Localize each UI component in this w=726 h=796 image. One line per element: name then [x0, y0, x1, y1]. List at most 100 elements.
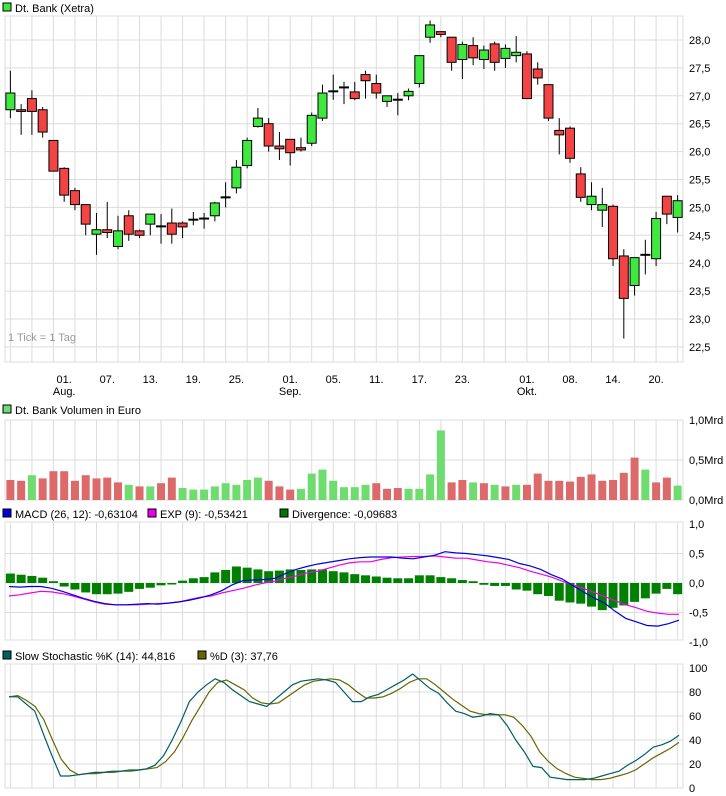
volume-bar — [296, 488, 305, 500]
date-label: 20. — [648, 374, 663, 386]
date-label: 01. — [519, 374, 534, 386]
divergence-bar — [59, 583, 69, 587]
divergence-bar — [522, 583, 532, 591]
divergence-bar — [414, 575, 424, 583]
candle — [26, 90, 37, 135]
date-label: 14. — [605, 374, 620, 386]
candle — [209, 201, 220, 222]
divergence-bar — [393, 578, 403, 583]
volume-bar — [178, 488, 187, 500]
divergence-bar — [27, 575, 37, 583]
volume-bar — [286, 489, 295, 500]
divergence-bar — [16, 574, 26, 583]
divergence-bar — [135, 583, 145, 589]
volume-bar — [673, 485, 682, 500]
date-label: 05. — [326, 374, 341, 386]
volume-bar — [522, 484, 531, 500]
volume-bar — [609, 480, 618, 500]
volume-legend-swatch — [2, 404, 12, 414]
divergence-bar — [500, 583, 510, 586]
candle — [478, 45, 489, 70]
divergence-bar — [361, 575, 371, 583]
candle — [382, 95, 393, 107]
macd-legend: MACD (26, 12): -0,63104 EXP (9): -0,53421… — [2, 508, 397, 521]
y-tick-label: 0 — [689, 783, 695, 795]
volume-bar — [264, 480, 273, 500]
candle — [597, 187, 608, 227]
divergence-bar — [565, 583, 575, 603]
candle — [317, 84, 328, 121]
candle — [59, 167, 70, 202]
candle — [425, 20, 436, 43]
macd-line — [8, 551, 680, 627]
candle — [113, 215, 123, 250]
legend-swatch — [2, 650, 12, 660]
divergence-bar — [608, 583, 618, 608]
divergence-bar — [253, 569, 263, 583]
legend-label: MACD (26, 12): -0,63104 — [15, 509, 138, 521]
volume-bar — [27, 475, 36, 500]
date-label: 07. — [100, 374, 115, 386]
legend-label: EXP (9): -0,53421 — [160, 509, 248, 521]
volume-bar — [512, 484, 521, 500]
date-label: 23. — [455, 374, 470, 386]
volume-bar — [436, 430, 445, 500]
date-label: 17. — [412, 374, 427, 386]
candle — [188, 211, 199, 226]
y-tick-label: 24,5 — [689, 230, 710, 242]
divergence-bar — [264, 571, 274, 583]
divergence-bar — [145, 583, 155, 588]
volume-bar — [350, 487, 359, 500]
candle — [414, 55, 425, 88]
volume-bar — [641, 469, 650, 500]
y-tick-label: -1,0 — [689, 637, 708, 649]
stochastic-lines — [8, 673, 680, 781]
stoch-k-line — [9, 673, 680, 781]
macd-panel: MACD (26, 12): -0,63104 EXP (9): -0,53421… — [2, 508, 708, 649]
y-tick-label: 23,0 — [689, 314, 710, 326]
divergence-bar — [597, 583, 607, 611]
candle — [672, 195, 683, 233]
volume-bar — [619, 472, 628, 500]
candle — [285, 138, 296, 166]
y-tick-label: 24,0 — [689, 258, 710, 270]
volume-bar — [307, 473, 316, 500]
divergence-bar — [350, 574, 360, 583]
divergence-bar — [479, 583, 489, 585]
divergence-bar — [673, 583, 683, 595]
volume-bar — [243, 480, 252, 500]
divergence-bar — [651, 583, 661, 594]
candle — [123, 210, 134, 241]
volume-bar — [533, 473, 542, 500]
y-tick-label: 80 — [689, 687, 701, 699]
divergence-bar — [554, 583, 564, 601]
volume-bar — [652, 482, 661, 500]
legend-label: Divergence: -0,09683 — [292, 509, 397, 521]
divergence-bar — [199, 577, 209, 583]
divergence-bar — [382, 577, 392, 583]
y-tick-label: 0,5 — [689, 549, 704, 561]
divergence-bar — [38, 577, 48, 583]
y-tick-label: 0,0Mrd — [689, 495, 723, 507]
candle — [166, 208, 177, 244]
volume-bar — [479, 483, 488, 500]
macd-y-axis: 1,0 0,5 0,0 -0,5 -1,0 — [689, 519, 708, 649]
divergence-bar — [490, 583, 500, 586]
volume-bar — [555, 480, 564, 500]
y-tick-label: 20 — [689, 759, 701, 771]
volume-bar — [576, 476, 585, 500]
divergence-bar — [640, 583, 650, 599]
month-label: Aug. — [53, 386, 76, 398]
divergence-bar — [242, 567, 252, 583]
volume-bar — [81, 475, 90, 500]
legend-swatch — [197, 650, 207, 660]
divergence-bar — [328, 571, 338, 583]
divergence-bar — [5, 573, 15, 583]
stochastic-grid — [4, 663, 684, 789]
divergence-bar — [188, 578, 198, 583]
divergence-bar — [178, 580, 188, 583]
candle — [521, 51, 532, 100]
date-x-axis: 01.Aug.07. 13. 19. 25. 01.Sep.05. 11. 17. 23. 01… — [53, 374, 664, 398]
divergence-bar — [296, 570, 306, 583]
volume-panel: Dt. Bank Volumen in Euro 1,0Mrd 0,5Mrd 0,0… — [2, 404, 723, 507]
